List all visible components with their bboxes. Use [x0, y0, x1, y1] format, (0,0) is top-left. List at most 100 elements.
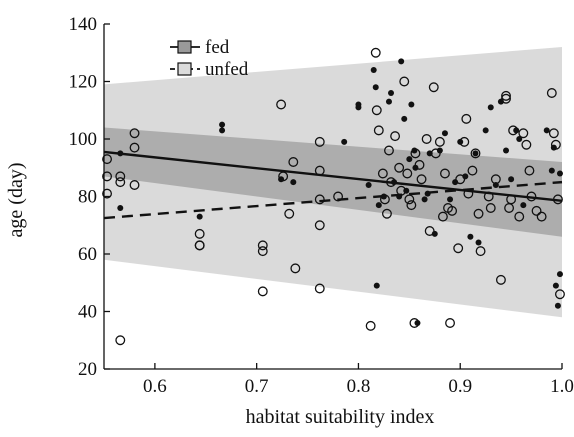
y-axis-title: age (day): [5, 163, 27, 238]
point-unfed: [485, 203, 496, 213]
point-fed: [441, 130, 448, 137]
point-unfed: [548, 128, 559, 139]
point-fed: [373, 282, 380, 289]
point-fed: [219, 121, 226, 128]
x-tick-label: 0.8: [347, 376, 371, 397]
point-unfed: [373, 125, 384, 136]
point-fed: [520, 202, 527, 209]
point-unfed: [475, 246, 486, 257]
point-unfed: [314, 283, 325, 294]
point-fed: [365, 182, 372, 188]
point-fed: [375, 202, 382, 209]
point-unfed: [115, 177, 126, 188]
y-tick-label: 40: [78, 302, 97, 323]
point-unfed: [447, 205, 458, 216]
point-fed: [475, 239, 482, 246]
legend-label-unfed: unfed: [205, 59, 249, 80]
point-unfed: [377, 168, 388, 179]
point-unfed: [521, 139, 532, 150]
x-tick-label: 0.7: [245, 376, 269, 397]
y-tick-label: 60: [78, 244, 97, 265]
point-unfed: [440, 168, 450, 179]
x-tick-label: 1.0: [550, 376, 574, 397]
point-unfed: [314, 136, 325, 147]
point-unfed: [102, 154, 113, 165]
fit-line-unfed: [103, 180, 563, 220]
point-unfed: [546, 88, 557, 98]
y-tick-label: 100: [69, 129, 98, 150]
axes: 0.6 0.7 0.8 0.9 1.0 20 40 60 80 100 120 140: [69, 14, 574, 397]
point-fed: [556, 271, 563, 278]
point-unfed: [467, 165, 478, 176]
point-unfed: [314, 165, 325, 176]
point-fed: [457, 138, 464, 145]
point-unfed: [370, 47, 381, 58]
point-fed: [414, 320, 421, 326]
point-fed: [355, 104, 362, 111]
x-tick-label: 0.6: [143, 376, 167, 397]
point-fed: [508, 176, 515, 183]
point-unfed: [406, 200, 417, 211]
point-fed: [411, 147, 418, 154]
point-fed: [436, 147, 443, 154]
point-unfed: [514, 211, 525, 222]
point-unfed: [501, 90, 511, 101]
point-fed: [431, 230, 438, 237]
point-unfed: [365, 320, 376, 331]
point-fed: [406, 156, 413, 163]
point-unfed: [434, 136, 445, 147]
point-fed: [391, 179, 398, 186]
legend-swatch-fed: [177, 40, 192, 54]
point-unfed: [371, 105, 382, 116]
point-fed: [462, 173, 469, 180]
point-unfed: [115, 171, 126, 182]
legend-swatch-unfed: [177, 62, 192, 76]
point-unfed: [288, 157, 299, 167]
point-fed: [554, 302, 561, 309]
point-unfed: [115, 335, 126, 346]
point-unfed: [536, 211, 547, 222]
point-fed: [412, 164, 419, 171]
point-fed: [543, 127, 550, 134]
point-unfed: [257, 246, 268, 257]
point-fed: [552, 282, 559, 289]
point-unfed: [552, 194, 563, 205]
x-tick-label: 0.9: [448, 376, 472, 397]
point-fed: [341, 138, 348, 145]
point-fed: [503, 147, 510, 154]
point-fed: [492, 182, 499, 188]
point-fed: [401, 115, 408, 122]
point-unfed: [390, 131, 401, 142]
point-unfed: [453, 243, 464, 254]
point-fed: [278, 176, 285, 183]
point-unfed: [524, 165, 535, 176]
point-unfed: [428, 82, 439, 93]
point-unfed: [257, 286, 268, 297]
point-unfed: [402, 168, 413, 179]
point-unfed: [129, 180, 140, 190]
point-unfed: [495, 274, 506, 285]
point-fed: [424, 190, 431, 197]
point-unfed: [194, 240, 205, 251]
point-fed: [556, 170, 563, 177]
point-fed: [513, 127, 520, 134]
point-unfed: [333, 191, 344, 202]
point-unfed: [384, 145, 394, 156]
legend-label-fed: fed: [205, 37, 230, 58]
point-fed: [426, 150, 433, 157]
point-fed: [403, 187, 410, 194]
point-unfed: [506, 194, 517, 205]
point-fed: [398, 58, 405, 65]
point-fed: [421, 196, 428, 203]
point-unfed: [194, 228, 205, 239]
point-unfed: [518, 128, 529, 139]
point-fed: [452, 179, 459, 186]
point-fed: [550, 144, 557, 151]
point-fed: [388, 90, 395, 96]
point-fed: [482, 127, 489, 134]
point-fed: [497, 98, 504, 105]
point-unfed: [102, 188, 113, 199]
point-fed: [370, 67, 377, 73]
